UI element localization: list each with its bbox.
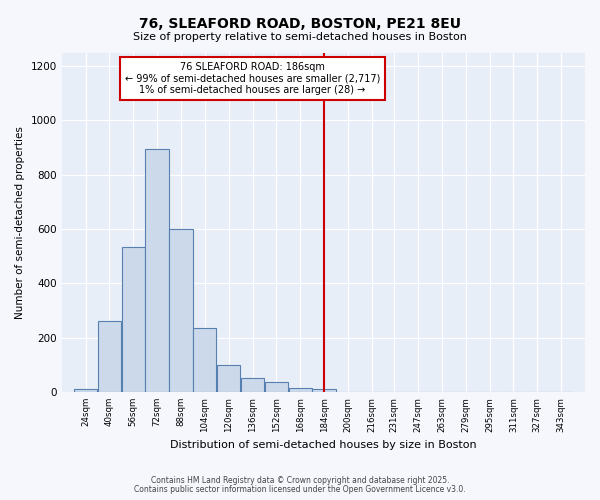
Bar — [217, 365, 241, 392]
Text: Contains public sector information licensed under the Open Government Licence v3: Contains public sector information licen… — [134, 485, 466, 494]
Text: Contains HM Land Registry data © Crown copyright and database right 2025.: Contains HM Land Registry data © Crown c… — [151, 476, 449, 485]
Y-axis label: Number of semi-detached properties: Number of semi-detached properties — [15, 126, 25, 318]
Bar — [193, 328, 217, 392]
Bar — [122, 246, 145, 392]
Text: 76, SLEAFORD ROAD, BOSTON, PE21 8EU: 76, SLEAFORD ROAD, BOSTON, PE21 8EU — [139, 18, 461, 32]
Bar — [169, 229, 193, 392]
Bar — [313, 389, 336, 392]
Bar — [74, 389, 97, 392]
X-axis label: Distribution of semi-detached houses by size in Boston: Distribution of semi-detached houses by … — [170, 440, 476, 450]
Bar — [265, 382, 288, 392]
Text: Size of property relative to semi-detached houses in Boston: Size of property relative to semi-detach… — [133, 32, 467, 42]
Bar — [145, 149, 169, 392]
Text: 76 SLEAFORD ROAD: 186sqm
← 99% of semi-detached houses are smaller (2,717)
1% of: 76 SLEAFORD ROAD: 186sqm ← 99% of semi-d… — [125, 62, 380, 95]
Bar — [241, 378, 264, 392]
Bar — [289, 388, 312, 392]
Bar — [98, 322, 121, 392]
